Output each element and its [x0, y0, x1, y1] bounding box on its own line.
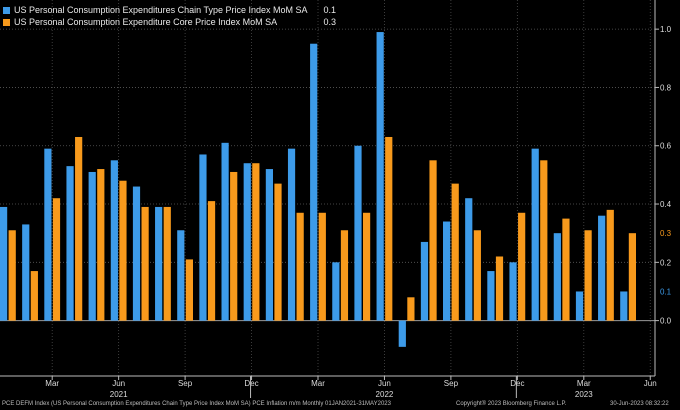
year-label-2023: 2023	[575, 390, 593, 399]
bar-core-26	[584, 230, 592, 321]
bar-headline-21	[465, 198, 473, 321]
bar-headline-27	[598, 215, 606, 321]
axes: 1.0 0.8 0.6 0.4 0.2 0.0 0.3 0.1 Mar Jun Sep Dec Mar J…	[0, 0, 674, 399]
last-value-tag-bg-1	[656, 286, 674, 297]
x-tick-label-5: Jun	[378, 379, 391, 388]
bar-headline-22	[487, 271, 495, 321]
legend-value-core: 0.3	[323, 17, 336, 27]
legend-value-headline: 0.1	[323, 5, 336, 15]
bar-headline-2	[44, 148, 52, 321]
bar-core-9	[207, 201, 216, 321]
bar-headline-19	[420, 241, 429, 321]
last-value-tag-0: 0.3	[660, 229, 672, 238]
bar-core-22	[495, 256, 504, 321]
y-tick-label-0.4: 0.4	[660, 200, 672, 209]
footer-description: PCE DEFM Index (US Personal Consumption …	[2, 401, 391, 407]
footer-timestamp: 30-Jun-2023 08:32:22	[610, 401, 669, 407]
bar-headline-16	[354, 145, 362, 321]
bar-headline-13	[287, 148, 296, 321]
bar-headline-24	[531, 148, 539, 321]
bar-headline-1	[22, 224, 30, 321]
bar-core-11	[252, 163, 260, 321]
bar-headline-18	[398, 320, 406, 347]
bar-headline-23	[509, 262, 517, 321]
legend: US Personal Consumption Expenditures Cha…	[3, 4, 336, 28]
y-tick-label-1.0: 1.0	[660, 25, 672, 34]
bar-core-2	[52, 198, 61, 321]
y-tick-label-0.0: 0.0	[660, 317, 672, 326]
bar-headline-5	[110, 160, 118, 321]
footer: PCE DEFM Index (US Personal Consumption …	[0, 399, 680, 410]
bar-core-3	[75, 136, 83, 321]
bar-headline-11	[243, 163, 251, 321]
last-value-tag-1: 0.1	[660, 287, 672, 296]
year-label-2022: 2022	[376, 390, 394, 399]
bar-core-0	[8, 230, 16, 321]
bar-headline-3	[66, 166, 74, 321]
bar-core-20	[451, 183, 459, 321]
x-tick-label-6: Sep	[444, 379, 459, 388]
bar-headline-20	[443, 221, 451, 321]
legend-swatch-headline	[3, 6, 10, 14]
bar-core-10	[230, 171, 238, 321]
bar-headline-6	[132, 186, 141, 321]
bar-core-13	[296, 212, 304, 321]
bar-core-14	[318, 212, 326, 321]
bar-core-28	[628, 233, 636, 321]
bar-core-15	[340, 230, 349, 321]
bar-core-19	[429, 160, 437, 321]
x-tick-label-1: Jun	[112, 379, 125, 388]
bar-core-18	[407, 297, 415, 321]
bar-headline-9	[199, 154, 207, 321]
legend-label-core: US Personal Consumption Expenditure Core…	[14, 17, 278, 27]
bar-core-23	[518, 212, 526, 321]
bar-headline-12	[265, 169, 273, 321]
x-tick-label-9: Jun	[644, 379, 657, 388]
bar-headline-0	[0, 206, 8, 321]
x-tick-label-7: Dec	[510, 379, 524, 388]
year-label-2021: 2021	[110, 390, 128, 399]
y-tick-label-0.8: 0.8	[660, 83, 672, 92]
bar-core-4	[97, 169, 105, 321]
footer-copyright: Copyright® 2023 Bloomberg Finance L.P.	[456, 401, 567, 407]
bar-headline-26	[575, 291, 584, 321]
bar-headline-17	[376, 32, 384, 321]
bar-core-12	[274, 183, 282, 321]
bar-headline-10	[221, 142, 229, 321]
bar-headline-15	[332, 262, 340, 321]
legend-entry-headline: US Personal Consumption Expenditures Cha…	[3, 4, 336, 16]
bar-headline-8	[177, 230, 185, 321]
bar-headline-7	[155, 206, 163, 321]
bars	[0, 32, 636, 347]
bar-core-21	[473, 230, 481, 321]
bar-core-17	[385, 136, 393, 321]
x-tick-label-0: Mar	[45, 379, 59, 388]
bar-headline-25	[553, 233, 561, 321]
legend-label-headline: US Personal Consumption Expenditures Cha…	[14, 5, 308, 15]
y-tick-label-0.2: 0.2	[660, 258, 672, 267]
bar-headline-28	[620, 291, 628, 321]
y-tick-label-0.6: 0.6	[660, 142, 672, 151]
bar-headline-4	[88, 171, 96, 321]
bar-headline-14	[310, 43, 318, 321]
bar-core-8	[185, 259, 193, 321]
bar-core-25	[562, 218, 570, 321]
bar-core-5	[119, 180, 127, 321]
last-value-tag-bg-0	[656, 228, 674, 239]
x-tick-label-8: Mar	[577, 379, 591, 388]
legend-entry-core: US Personal Consumption Expenditure Core…	[3, 16, 336, 28]
x-tick-label-2: Sep	[178, 379, 193, 388]
bar-core-1	[30, 271, 38, 321]
legend-swatch-core	[3, 18, 10, 26]
bar-core-27	[606, 209, 614, 321]
x-tick-label-3: Dec	[244, 379, 258, 388]
bar-core-24	[540, 160, 548, 321]
x-tick-label-4: Mar	[311, 379, 325, 388]
bar-core-7	[163, 206, 171, 321]
bar-core-6	[141, 206, 149, 321]
bar-core-16	[363, 212, 371, 321]
